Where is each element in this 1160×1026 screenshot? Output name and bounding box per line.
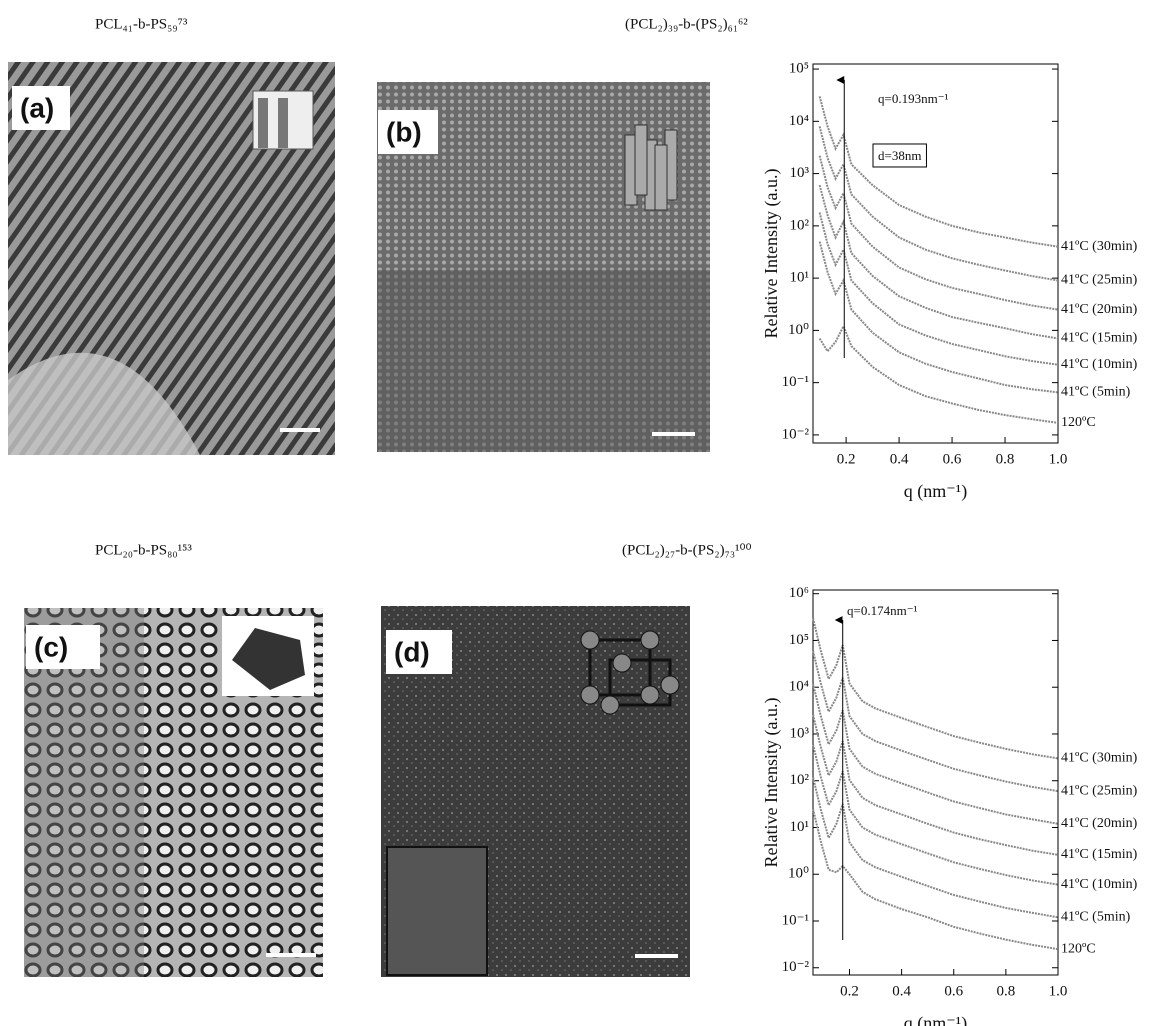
heading: (PCL₂)₂₇-b-(PS₂)₇₃¹⁰⁰ <box>622 542 752 558</box>
y-tick-label: 10⁵ <box>789 632 809 648</box>
series-label: 41ºC (25min) <box>1061 273 1138 288</box>
y-tick-label: 10¹ <box>790 270 810 286</box>
y-tick-label: 10³ <box>790 165 810 181</box>
x-tick-label: 1.0 <box>1049 451 1068 467</box>
series-label: 41ºC (25min) <box>1061 783 1138 798</box>
x-tick-label: 0.2 <box>837 451 856 467</box>
y-tick-label: 10⁶ <box>789 585 809 601</box>
heading: (PCL₂)₃₉-b-(PS₂)₆₁⁶² <box>625 16 748 32</box>
image-c: (c) <box>24 608 323 977</box>
annotation: q=0.174nm⁻¹ <box>847 603 918 618</box>
series-line <box>813 684 1058 824</box>
x-tick-label: 0.8 <box>996 983 1015 999</box>
series-line <box>813 744 1058 884</box>
x-axis-label: q (nm⁻¹) <box>904 481 967 502</box>
series-label: 41ºC (5min) <box>1061 910 1131 925</box>
panel-label: (b) <box>386 116 422 147</box>
plot-frame <box>813 590 1058 975</box>
y-axis-label: Relative Intensity (a.u.) <box>761 169 782 339</box>
y-tick-label: 10⁰ <box>788 866 809 882</box>
figure: PCL₄₁-b-PS₅₉⁷³ (PCL₂)₃₉-b-(PS₂)₆₁⁶² PCL₂… <box>0 0 1160 1026</box>
series-line <box>820 242 1058 393</box>
series-label: 41ºC (20min) <box>1061 816 1138 831</box>
series-line <box>820 213 1058 365</box>
panel-label: (c) <box>34 631 68 662</box>
series-label: 41ºC (15min) <box>1061 847 1138 862</box>
series-line <box>820 96 1058 246</box>
series-label: 41ºC (30min) <box>1061 239 1138 254</box>
x-tick-label: 0.8 <box>996 451 1015 467</box>
y-tick-label: 10⁴ <box>789 113 809 129</box>
image-d: (d) <box>381 606 690 977</box>
annotation: d=38nm <box>878 148 921 163</box>
image-a: (a) <box>8 62 335 455</box>
series-label: 41ºC (20min) <box>1061 302 1138 317</box>
plot-frame <box>813 64 1058 443</box>
series-line <box>820 156 1058 310</box>
series-label: 41ºC (10min) <box>1061 877 1138 892</box>
y-tick-label: 10⁻¹ <box>782 912 809 928</box>
y-axis-label: Relative Intensity (a.u.) <box>761 698 782 868</box>
series-label: 120ºC <box>1061 415 1096 430</box>
x-tick-label: 0.2 <box>840 983 859 999</box>
series-line <box>813 777 1058 917</box>
x-tick-label: 0.6 <box>943 451 962 467</box>
series-line <box>820 126 1058 280</box>
heading: PCL₄₁-b-PS₅₉⁷³ <box>95 16 188 32</box>
y-tick-label: 10¹ <box>790 819 810 835</box>
x-tick-label: 0.6 <box>944 983 963 999</box>
y-tick-label: 10⁻² <box>782 959 810 975</box>
y-tick-label: 10⁰ <box>788 322 809 338</box>
y-tick-label: 10² <box>790 217 810 233</box>
image-b: (b) <box>377 82 710 452</box>
x-tick-label: 0.4 <box>892 983 911 999</box>
y-tick-label: 10² <box>790 772 810 788</box>
series-line <box>820 185 1058 338</box>
x-axis-label: q (nm⁻¹) <box>904 1013 967 1026</box>
series-label: 41ºC (5min) <box>1061 385 1131 400</box>
heading: PCL₂₀-b-PS₈₀¹⁵³ <box>95 542 192 558</box>
y-tick-label: 10⁻² <box>782 426 810 442</box>
series-label: 120ºC <box>1061 941 1096 956</box>
x-tick-label: 1.0 <box>1049 983 1068 999</box>
series-line <box>813 618 1058 758</box>
y-tick-label: 10⁴ <box>789 679 809 695</box>
y-tick-label: 10³ <box>790 725 810 741</box>
series-label: 41ºC (15min) <box>1061 331 1138 346</box>
series-label: 41ºC (10min) <box>1061 357 1138 372</box>
series-line <box>813 651 1058 791</box>
panel-label: (d) <box>394 636 430 667</box>
y-tick-label: 10⁻¹ <box>782 374 809 390</box>
series-label: 41ºC (30min) <box>1061 751 1138 766</box>
panel-label: (a) <box>20 92 54 123</box>
x-tick-label: 0.4 <box>890 451 909 467</box>
y-tick-label: 10⁵ <box>789 61 809 77</box>
annotation: q=0.193nm⁻¹ <box>878 91 949 106</box>
